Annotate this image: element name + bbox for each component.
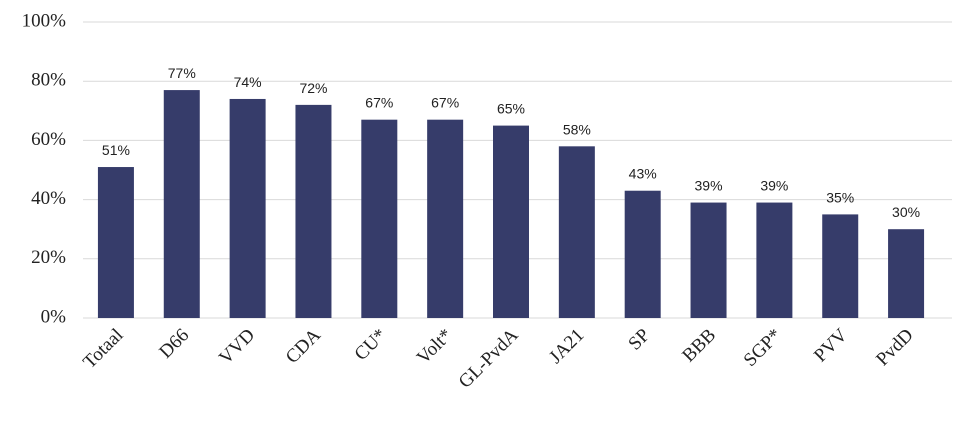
x-tick-label: CDA [282,324,325,367]
bar [163,90,200,318]
bar [361,119,398,319]
y-tick-label: 0% [41,306,67,327]
value-label: 67% [431,95,459,111]
x-tick-label: PVV [810,324,852,366]
value-label: 65% [497,101,525,117]
value-label: 43% [629,166,657,182]
value-label: 39% [760,178,788,194]
bar [97,167,134,318]
value-label: 67% [365,95,393,111]
x-tick-label: PvdD [872,325,917,370]
y-tick-label: 80% [31,70,66,91]
bar [822,214,859,318]
value-label: 74% [234,74,262,90]
bar [690,202,727,318]
x-tick-label: Totaal [79,325,127,373]
value-label: 30% [892,204,920,220]
x-tick-label: BBB [678,325,720,367]
y-tick-label: 60% [31,129,66,150]
x-tick-label: VVD [215,325,259,369]
bar [493,125,529,318]
value-label: 39% [695,178,723,194]
x-tick-label: SGP* [740,325,786,371]
y-tick-label: 40% [31,188,66,209]
value-label: 58% [563,121,591,137]
y-tick-label: 20% [31,247,66,268]
bar [295,104,332,318]
value-label: 72% [299,80,327,96]
x-tick-label: JA21 [545,325,588,368]
bar [558,146,595,318]
value-label: 77% [168,65,196,81]
x-tick-label: Volt* [413,325,457,369]
value-label: 51% [102,142,130,158]
y-tick-label: 100% [22,10,67,31]
bar [888,229,925,318]
value-label: 35% [826,189,854,205]
x-tick-label: SP [624,325,654,355]
bar [427,119,464,319]
x-tick-label: CU* [351,325,391,365]
bar [624,190,661,318]
bar [229,98,266,319]
x-tick-label: GL-PvdA [455,324,523,392]
bar [756,202,793,318]
x-tick-label: D66 [155,325,193,363]
